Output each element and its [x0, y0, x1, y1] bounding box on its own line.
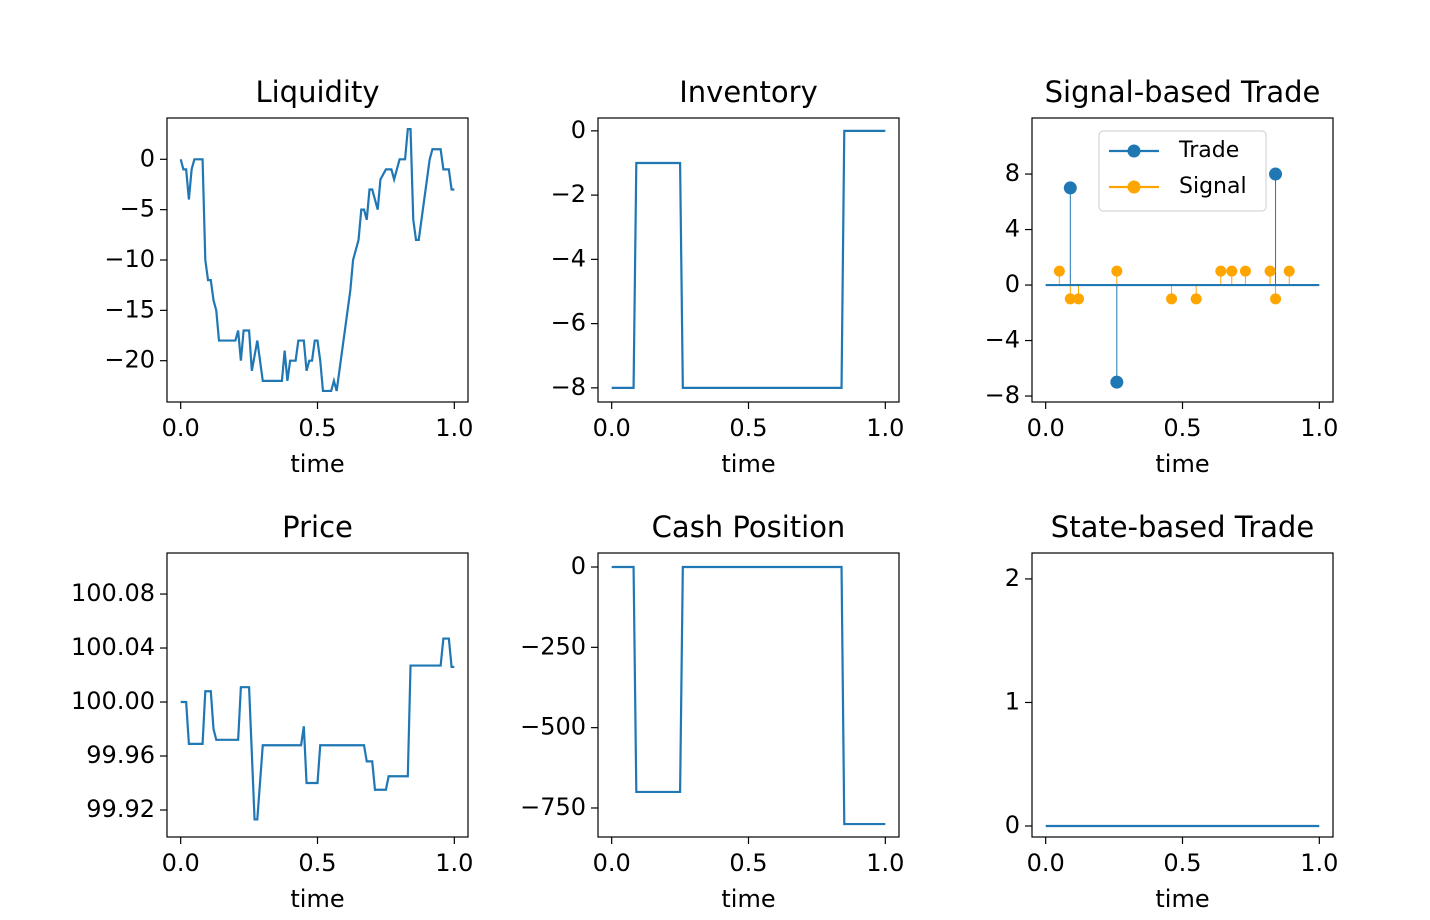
x-tick-label: 0.5 — [1163, 849, 1201, 877]
line — [180, 637, 455, 821]
y-tick-label: −250 — [520, 632, 586, 660]
stem-marker — [1269, 167, 1283, 181]
x-tick-label: 1.0 — [866, 414, 904, 442]
subplot-title: Cash Position — [652, 510, 846, 544]
y-tick-label: −500 — [520, 713, 586, 741]
y-tick-label: 0 — [571, 552, 586, 580]
x-axis-label: time — [721, 885, 775, 913]
stem-marker — [1063, 181, 1077, 195]
x-tick-label: 1.0 — [1300, 849, 1338, 877]
y-tick-label: −8 — [985, 381, 1020, 409]
x-tick-label: 0.5 — [298, 414, 336, 442]
stem-marker — [1283, 265, 1295, 277]
line — [611, 129, 886, 389]
x-tick-label: 1.0 — [435, 849, 473, 877]
x-tick-label: 0.0 — [162, 414, 200, 442]
x-tick-label: 0.0 — [593, 414, 631, 442]
legend-marker — [1127, 180, 1141, 194]
axes-frame — [166, 552, 469, 838]
stem-marker — [1270, 293, 1282, 305]
y-tick-label: 4 — [1005, 215, 1020, 243]
subplot-title: Inventory — [679, 75, 818, 109]
stem-marker — [1166, 293, 1178, 305]
x-tick-label: 0.0 — [593, 849, 631, 877]
y-tick-label: 1 — [1005, 687, 1020, 715]
stem-marker — [1053, 265, 1065, 277]
subplot-title: Price — [282, 510, 353, 544]
legend-label: Signal — [1179, 174, 1247, 199]
y-tick-label: 100.00 — [71, 687, 155, 715]
stem-marker — [1226, 265, 1238, 277]
x-axis-label: time — [1155, 885, 1209, 913]
y-tick-label: −15 — [104, 295, 155, 323]
stem-marker — [1264, 265, 1276, 277]
x-tick-label: 0.5 — [729, 849, 767, 877]
legend-marker — [1127, 144, 1141, 158]
x-axis-label: time — [1155, 450, 1209, 478]
x-tick-label: 0.5 — [729, 414, 767, 442]
stem-marker — [1110, 375, 1124, 389]
y-tick-label: −5 — [120, 195, 155, 223]
stem-marker — [1064, 293, 1076, 305]
axes-frame — [1031, 117, 1334, 403]
y-tick-label: −20 — [104, 346, 155, 374]
subplot-title: State-based Trade — [1051, 510, 1314, 544]
y-tick-label: 99.92 — [86, 795, 155, 823]
axes-frame — [166, 117, 469, 403]
y-tick-label: 100.04 — [71, 633, 155, 661]
y-tick-label: −750 — [520, 793, 586, 821]
y-tick-label: 8 — [1005, 159, 1020, 187]
x-tick-label: 0.5 — [298, 849, 336, 877]
y-tick-label: −4 — [551, 244, 586, 272]
x-axis-label: time — [721, 450, 775, 478]
x-tick-label: 0.0 — [162, 849, 200, 877]
y-tick-label: 99.96 — [86, 741, 155, 769]
stem-marker — [1239, 265, 1251, 277]
stem-marker — [1215, 265, 1227, 277]
x-tick-label: 1.0 — [866, 849, 904, 877]
y-tick-label: 0 — [1005, 270, 1020, 298]
y-tick-label: 0 — [571, 116, 586, 144]
stem-marker — [1111, 265, 1123, 277]
line — [611, 565, 886, 826]
x-tick-label: 0.0 — [1027, 849, 1065, 877]
line — [179, 127, 455, 393]
x-axis-label: time — [290, 450, 344, 478]
legend-label: Trade — [1178, 138, 1239, 163]
y-tick-label: −8 — [551, 373, 586, 401]
subplot-title: Signal-based Trade — [1045, 75, 1321, 109]
axes-frame — [597, 552, 900, 838]
subplot-title: Liquidity — [255, 75, 379, 109]
y-tick-label: −4 — [985, 326, 1020, 354]
y-tick-label: 100.08 — [71, 579, 155, 607]
x-axis-label: time — [290, 885, 344, 913]
x-tick-label: 0.5 — [1163, 414, 1201, 442]
x-tick-label: 1.0 — [435, 414, 473, 442]
y-tick-label: −2 — [551, 180, 586, 208]
y-tick-label: 0 — [140, 144, 155, 172]
stem-marker — [1190, 293, 1202, 305]
axes-frame — [1031, 552, 1334, 838]
axes-frame — [597, 117, 900, 403]
y-tick-label: 0 — [1005, 811, 1020, 839]
x-tick-label: 0.0 — [1027, 414, 1065, 442]
stem-marker — [1073, 293, 1085, 305]
y-tick-label: 2 — [1005, 564, 1020, 592]
x-tick-label: 1.0 — [1300, 414, 1338, 442]
y-tick-label: −6 — [551, 309, 586, 337]
y-tick-label: −10 — [104, 245, 155, 273]
